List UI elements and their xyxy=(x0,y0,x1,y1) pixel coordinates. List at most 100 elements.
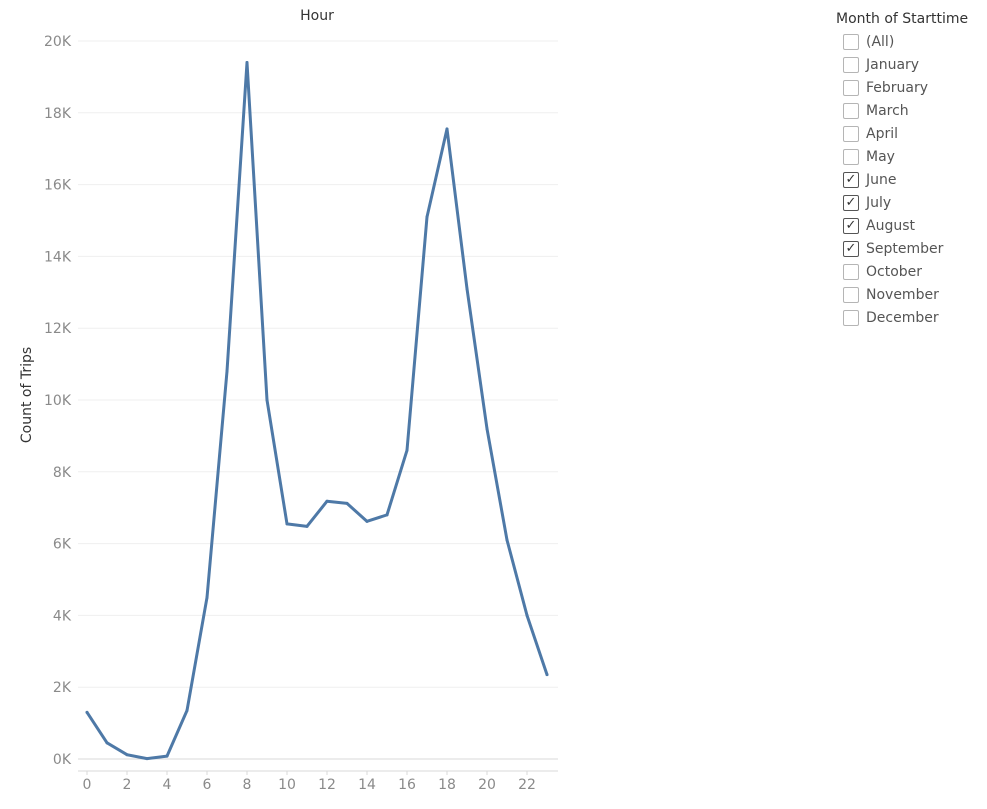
data-point-hour-6[interactable] xyxy=(205,595,209,599)
filter-item-march[interactable]: March xyxy=(836,99,986,122)
filter-item-december[interactable]: December xyxy=(836,306,986,329)
filter-item-label: May xyxy=(866,148,895,165)
x-tick-label: 22 xyxy=(518,777,536,793)
checkmark-icon: ✓ xyxy=(845,241,857,256)
filter-item-label: February xyxy=(866,79,929,96)
data-point-hour-23[interactable] xyxy=(545,673,549,677)
y-tick-label: 0K xyxy=(53,752,72,768)
filter-item-may[interactable]: May xyxy=(836,145,986,168)
y-tick-label: 14K xyxy=(44,249,72,265)
y-tick-label: 16K xyxy=(44,178,72,194)
month-filter: Month of Starttime (All) January February M… xyxy=(836,8,986,329)
data-point-hour-5[interactable] xyxy=(185,709,189,713)
checkbox[interactable] xyxy=(843,79,859,96)
y-tick-label: 4K xyxy=(53,608,72,624)
filter-item-october[interactable]: October xyxy=(836,260,986,283)
data-point-hour-8[interactable] xyxy=(245,61,249,65)
x-tick-label: 12 xyxy=(318,777,336,793)
filter-item-label: April xyxy=(866,125,898,142)
filter-list: (All) January February March April May ✓ June ✓ J… xyxy=(836,30,986,329)
x-tick-label: 4 xyxy=(163,777,172,793)
x-tick-label: 0 xyxy=(83,777,92,793)
data-point-hour-10[interactable] xyxy=(285,522,289,526)
data-point-hour-17[interactable] xyxy=(425,215,429,219)
filter-item-label: November xyxy=(866,286,939,303)
filter-item-label: December xyxy=(866,309,939,326)
filter-item-label: June xyxy=(866,171,897,188)
filter-item-label: January xyxy=(866,56,920,73)
data-point-hour-1[interactable] xyxy=(105,741,109,745)
checkmark-icon: ✓ xyxy=(845,195,857,210)
y-tick-label: 12K xyxy=(44,321,72,337)
filter-item-label: August xyxy=(866,217,915,234)
filter-item-april[interactable]: April xyxy=(836,122,986,145)
x-tick-label: 10 xyxy=(278,777,296,793)
filter-item-january[interactable]: January xyxy=(836,53,986,76)
filter-item-label: September xyxy=(866,240,944,257)
data-point-hour-7[interactable] xyxy=(225,369,229,373)
series-line-trips[interactable] xyxy=(85,61,549,761)
data-point-hour-4[interactable] xyxy=(165,754,169,758)
data-point-hour-2[interactable] xyxy=(125,753,129,757)
filter-item-label: (All) xyxy=(866,33,895,50)
filter-item-july[interactable]: ✓ July xyxy=(836,191,986,214)
filter-item-label: October xyxy=(866,263,923,280)
checkbox[interactable] xyxy=(843,56,859,73)
checked-checkbox[interactable]: ✓ xyxy=(843,194,859,211)
data-point-hour-13[interactable] xyxy=(345,501,349,505)
data-point-hour-3[interactable] xyxy=(145,757,149,761)
data-point-hour-0[interactable] xyxy=(85,710,89,714)
filter-item-february[interactable]: February xyxy=(836,76,986,99)
y-tick-label: 18K xyxy=(44,106,72,122)
data-point-hour-20[interactable] xyxy=(485,427,489,431)
data-point-hour-14[interactable] xyxy=(365,519,369,523)
y-tick-label: 20K xyxy=(44,34,72,50)
data-point-hour-18[interactable] xyxy=(445,127,449,131)
x-tick-label: 6 xyxy=(203,777,212,793)
filter-item-september[interactable]: ✓ September xyxy=(836,237,986,260)
y-axis-title: Count of Trips xyxy=(19,347,35,443)
checkbox[interactable] xyxy=(843,102,859,119)
data-point-hour-9[interactable] xyxy=(265,398,269,402)
checked-checkbox[interactable]: ✓ xyxy=(843,240,859,257)
checked-checkbox[interactable]: ✓ xyxy=(843,171,859,188)
x-tick-label: 2 xyxy=(123,777,132,793)
x-tick-label: 18 xyxy=(438,777,456,793)
checkbox[interactable] xyxy=(843,263,859,280)
filter-item-june[interactable]: ✓ June xyxy=(836,168,986,191)
data-point-hour-16[interactable] xyxy=(405,448,409,452)
checkbox[interactable] xyxy=(843,309,859,326)
filter-item-august[interactable]: ✓ August xyxy=(836,214,986,237)
checkmark-icon: ✓ xyxy=(845,218,857,233)
data-point-hour-12[interactable] xyxy=(325,499,329,503)
filter-item-all[interactable]: (All) xyxy=(836,30,986,53)
y-axis-ticks: 0K 2K 4K 6K 8K 10K 12K 14K 16K 18K 20K xyxy=(44,34,72,768)
checkbox[interactable] xyxy=(843,148,859,165)
filter-item-label: March xyxy=(866,102,909,119)
y-tick-label: 8K xyxy=(53,465,72,481)
x-axis-ticks: 0 2 4 6 8 10 12 14 16 18 20 22 xyxy=(83,771,536,793)
x-tick-label: 14 xyxy=(358,777,376,793)
data-point-hour-21[interactable] xyxy=(505,538,509,542)
checkbox[interactable] xyxy=(843,286,859,303)
filter-item-november[interactable]: November xyxy=(836,283,986,306)
data-point-hour-22[interactable] xyxy=(525,613,529,617)
data-point-hour-15[interactable] xyxy=(385,513,389,517)
filter-item-label: July xyxy=(866,194,892,211)
gridlines xyxy=(78,40,558,772)
chart-title: Hour xyxy=(300,8,334,24)
checkbox[interactable] xyxy=(843,33,859,50)
x-tick-label: 8 xyxy=(243,777,252,793)
data-point-hour-19[interactable] xyxy=(465,287,469,291)
y-tick-label: 2K xyxy=(53,680,72,696)
data-point-hour-11[interactable] xyxy=(305,524,309,528)
x-tick-label: 16 xyxy=(398,777,416,793)
x-tick-label: 20 xyxy=(478,777,496,793)
y-tick-label: 10K xyxy=(44,393,72,409)
checked-checkbox[interactable]: ✓ xyxy=(843,217,859,234)
series-layer xyxy=(85,61,549,761)
checkmark-icon: ✓ xyxy=(845,172,857,187)
checkbox[interactable] xyxy=(843,125,859,142)
filter-title: Month of Starttime xyxy=(836,11,969,27)
